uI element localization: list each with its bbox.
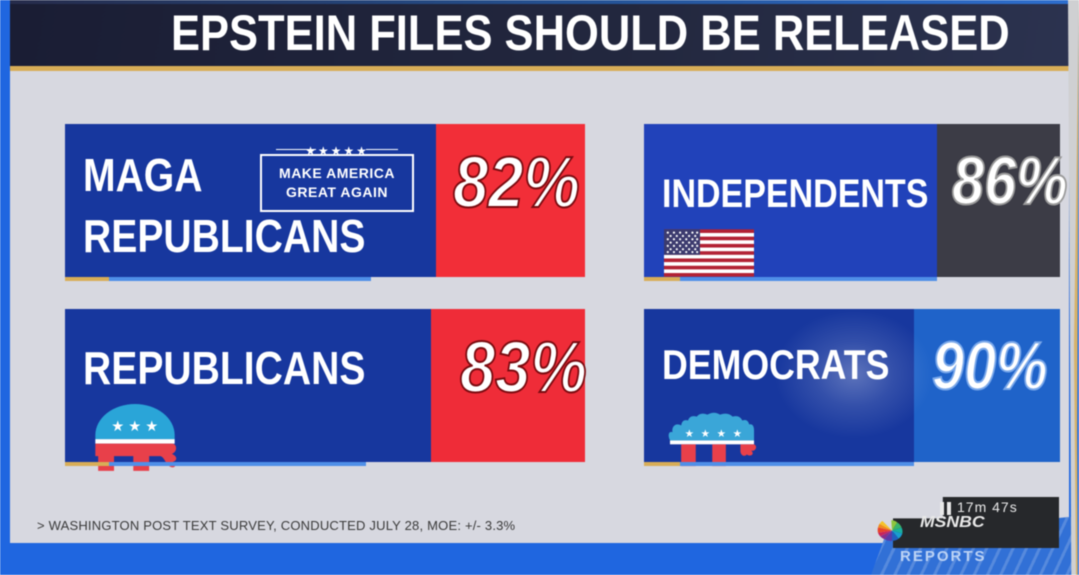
- svg-text:★: ★: [128, 419, 141, 435]
- svg-text:★: ★: [111, 419, 124, 435]
- svg-text:★: ★: [685, 428, 695, 440]
- svg-text:★: ★: [733, 428, 743, 440]
- svg-text:★: ★: [717, 428, 727, 440]
- svg-text:★: ★: [701, 428, 711, 440]
- svg-text:★: ★: [145, 419, 158, 435]
